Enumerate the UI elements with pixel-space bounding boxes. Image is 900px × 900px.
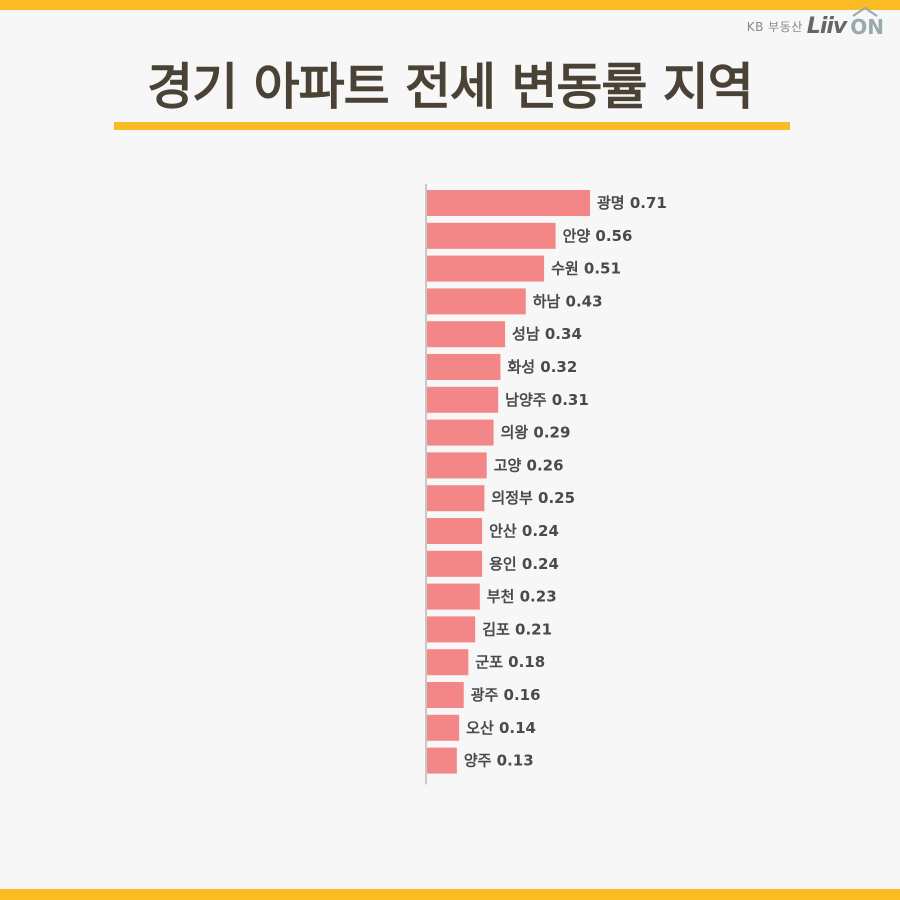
bar-label-고양: 고양 0.26 xyxy=(494,456,564,474)
bar-군포 xyxy=(427,649,469,676)
bar-광명 xyxy=(427,190,590,216)
bar-안산 xyxy=(427,518,483,544)
bar-label-양주: 양주 0.13 xyxy=(464,752,534,770)
bar-성남 xyxy=(427,321,506,348)
bar-label-부천: 부천 0.23 xyxy=(487,588,557,606)
brand-liiv-text: Liiv xyxy=(806,14,847,39)
bar-label-안산: 안산 0.24 xyxy=(489,522,559,540)
bar-label-하남: 하남 0.43 xyxy=(533,292,603,310)
top-accent-bar xyxy=(0,0,900,10)
bar-label-남양주: 남양주 0.31 xyxy=(505,391,589,409)
bar-label-김포: 김포 0.21 xyxy=(482,620,552,638)
bar-의정부 xyxy=(427,485,485,512)
brand-logo: KB 부동산 Liiv ON xyxy=(746,6,884,39)
title-underline xyxy=(114,122,790,130)
bar-label-광주: 광주 0.16 xyxy=(471,686,541,704)
bar-광주 xyxy=(427,682,464,708)
bar-label-수원: 수원 0.51 xyxy=(551,260,621,278)
bar-label-의정부: 의정부 0.25 xyxy=(491,489,575,507)
bar-label-군포: 군포 0.18 xyxy=(475,653,545,671)
brand-kb-text: KB 부동산 xyxy=(746,20,803,34)
bar-안양 xyxy=(427,222,556,249)
bar-label-용인: 용인 0.24 xyxy=(489,555,559,573)
bar-남양주 xyxy=(427,386,499,413)
brand-on-label: ON xyxy=(850,14,884,39)
page-title: 경기 아파트 전세 변동률 지역 xyxy=(147,58,754,116)
bar-하남 xyxy=(427,288,526,315)
bar-고양 xyxy=(427,452,487,479)
bar-label-의왕: 의왕 0.29 xyxy=(501,424,571,442)
bar-김포 xyxy=(427,616,476,643)
bar-용인 xyxy=(427,550,483,577)
bar-label-안양: 안양 0.56 xyxy=(563,227,633,245)
bar-label-화성: 화성 0.32 xyxy=(507,358,577,376)
bar-양주 xyxy=(427,747,457,774)
bar-오산 xyxy=(427,714,460,741)
bar-label-광명: 광명 0.71 xyxy=(597,194,667,212)
brand-on-text: ON xyxy=(850,6,884,39)
title-container: 경기 아파트 전세 변동률 지역 xyxy=(0,62,900,112)
bottom-accent-bar xyxy=(0,889,900,900)
bar-label-성남: 성남 0.34 xyxy=(512,325,582,343)
house-roof-icon xyxy=(852,6,878,17)
bar-화성 xyxy=(427,354,501,380)
bar-수원 xyxy=(427,255,545,282)
bar-의왕 xyxy=(427,419,494,446)
bar-부천 xyxy=(427,583,480,610)
bar-label-오산: 오산 0.14 xyxy=(466,719,536,737)
